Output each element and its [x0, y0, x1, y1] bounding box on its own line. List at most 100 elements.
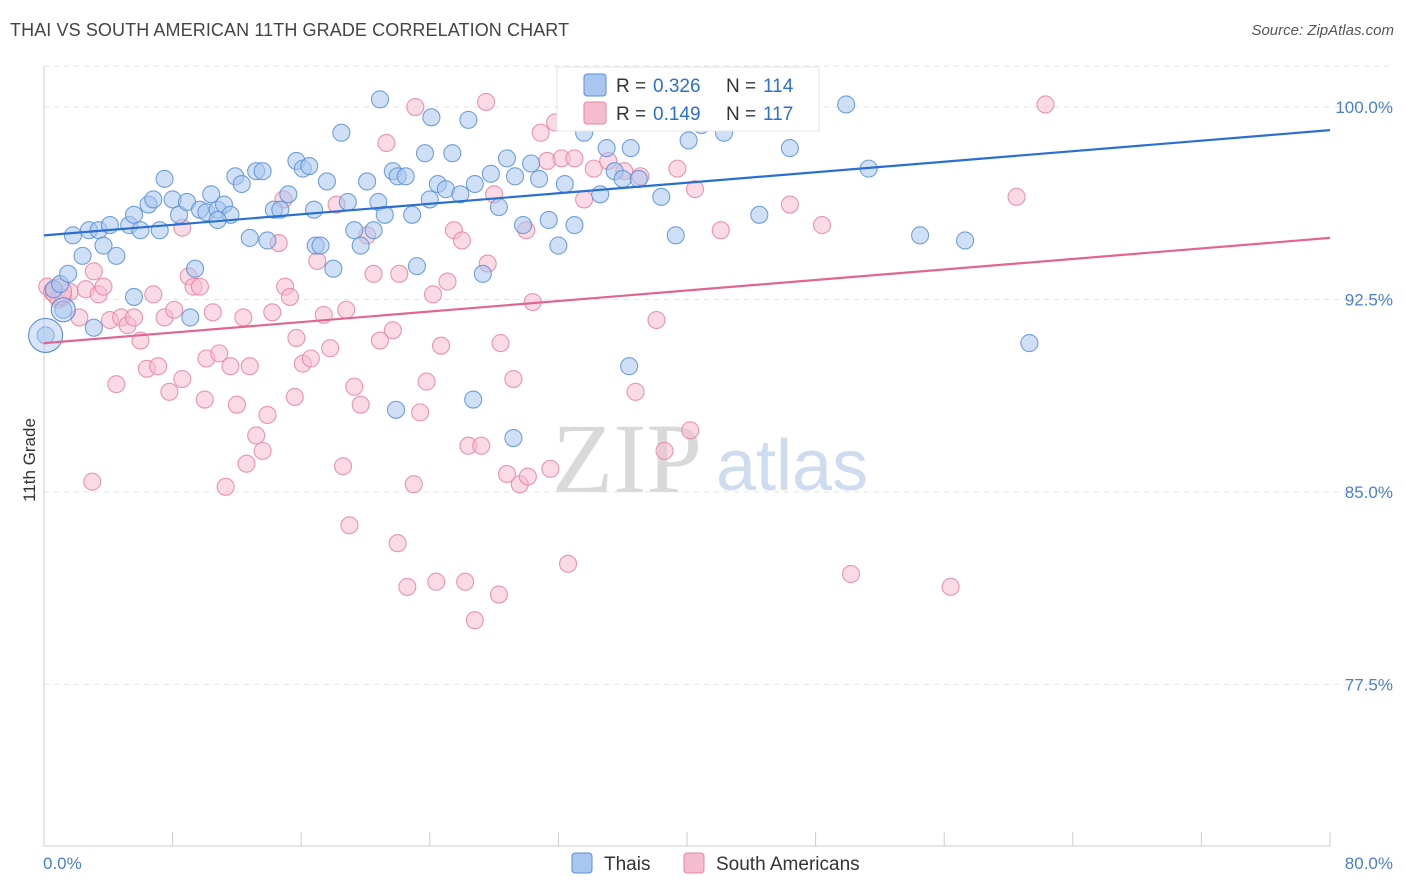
gridlines [44, 65, 1392, 685]
data-point [364, 264, 383, 283]
data-point [1007, 187, 1026, 206]
data-point [666, 226, 685, 245]
data-point [285, 387, 304, 407]
legend-label-south-americans: South Americans [716, 854, 860, 875]
data-point [464, 390, 483, 409]
series-thais [28, 90, 1039, 448]
data-point [390, 264, 409, 283]
data-point [253, 162, 272, 181]
data-point [565, 216, 584, 235]
data-point [124, 287, 144, 306]
legend-swatch-thais [571, 852, 593, 874]
data-point [340, 516, 359, 535]
trend-line-south-americans [43, 236, 1331, 345]
data-point [679, 131, 698, 150]
axes [43, 66, 1331, 847]
data-point [388, 534, 407, 553]
data-point [253, 441, 272, 460]
legend-item-thais[interactable]: Thais [571, 852, 650, 875]
data-point [549, 236, 568, 255]
data-point [422, 108, 441, 127]
data-point [956, 231, 975, 250]
data-point [107, 375, 126, 394]
data-point [597, 139, 616, 158]
data-point [237, 454, 256, 473]
legend-swatch-south-americans [683, 852, 705, 874]
data-point [403, 205, 422, 224]
data-point [155, 169, 174, 188]
watermark-atlas: atlas [716, 426, 868, 506]
data-point [558, 554, 578, 573]
data-point [301, 349, 320, 368]
data-point [333, 457, 353, 476]
y-tick-labels: 77.5% 85.0% 92.5% 100.0% [1335, 98, 1393, 694]
legend-item-south-americans[interactable]: South Americans [683, 852, 860, 875]
data-point [404, 475, 423, 494]
data-point [308, 251, 327, 271]
y-tick-label: 100.0% [1335, 98, 1393, 117]
data-point [345, 221, 364, 240]
data-point [150, 221, 169, 240]
data-point [398, 577, 417, 596]
y-axis-title: 11th Grade [20, 418, 39, 502]
data-point [423, 285, 443, 304]
data-point [497, 464, 517, 484]
trend-line-thais [43, 129, 1331, 237]
data-point [50, 297, 76, 323]
data-point [377, 133, 396, 153]
data-point [107, 246, 126, 265]
data-point [472, 436, 491, 455]
data-point [539, 210, 558, 229]
data-point [941, 577, 960, 596]
data-point [345, 377, 364, 396]
data-point [317, 172, 336, 191]
data-point [84, 262, 103, 281]
data-point [59, 264, 78, 283]
data-point [383, 321, 402, 340]
stats-legend-n-value-south-americans: 117 [763, 104, 793, 125]
data-point [505, 167, 525, 186]
stats-legend-n-label-thais: N = [726, 76, 756, 97]
data-point [338, 192, 357, 212]
data-point [202, 185, 221, 204]
stats-legend-n-label-south-americans: N = [726, 104, 756, 125]
data-point [837, 95, 856, 114]
data-point [655, 441, 674, 460]
x-tick-label-min: 0.0% [43, 854, 82, 873]
data-point [621, 139, 640, 158]
legend-label-thais: Thais [604, 854, 650, 875]
data-point [456, 572, 475, 591]
data-point [406, 98, 425, 117]
data-point [396, 167, 415, 186]
data-point [555, 174, 574, 194]
data-point [613, 169, 632, 188]
data-point [531, 123, 550, 142]
data-point [1020, 334, 1039, 353]
data-point [415, 144, 435, 163]
data-point [518, 467, 537, 486]
data-point [300, 157, 319, 176]
chart-source: Source: ZipAtlas.com [1251, 22, 1394, 39]
data-point [465, 174, 484, 194]
data-point [504, 428, 523, 448]
data-point [452, 231, 472, 250]
data-point [750, 205, 769, 224]
data-point [332, 123, 351, 142]
data-point [584, 159, 603, 178]
data-point [279, 185, 298, 204]
data-point [427, 572, 446, 591]
data-point [1036, 95, 1055, 114]
data-point [370, 90, 390, 109]
data-point [812, 216, 832, 235]
data-point [83, 472, 102, 491]
data-point [459, 110, 478, 129]
data-point [841, 564, 861, 584]
data-point [63, 226, 82, 245]
data-point [491, 334, 510, 353]
data-point [149, 357, 168, 376]
data-point [227, 395, 246, 414]
data-point [144, 285, 163, 304]
data-point [186, 259, 205, 278]
data-point [221, 357, 240, 376]
data-point [911, 226, 930, 245]
